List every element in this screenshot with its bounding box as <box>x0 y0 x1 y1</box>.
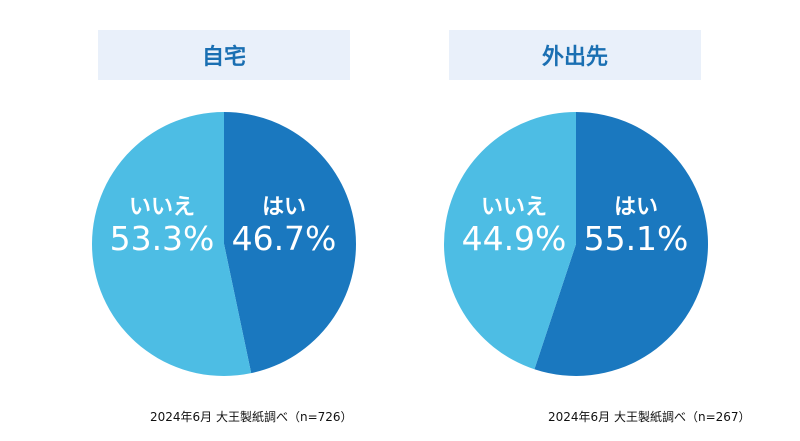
chart-title: 外出先 <box>449 30 701 80</box>
pie-chart-home: はい 46.7% いいえ 53.3% <box>91 112 356 377</box>
slice-label-no: いいえ <box>481 195 547 220</box>
pie-chart-outside: はい 55.1% いいえ 44.9% <box>443 112 708 376</box>
slice-label-yes: はい <box>614 195 658 220</box>
slice-label-no: いいえ <box>129 195 195 220</box>
slice-value-no: 53.3% <box>110 219 215 258</box>
chart-outside: 外出先 はい 55.1% いいえ 44.9% 2024年6月 大王製紙調べ（n=… <box>400 0 800 441</box>
chart-home: 自宅 はい 46.7% いいえ 53.3% 2024年6月 大王製紙調べ（n=7… <box>91 30 356 424</box>
chart-title: 自宅 <box>98 30 350 80</box>
slice-value-yes: 46.7% <box>232 219 337 258</box>
pie-slice-no <box>443 112 576 370</box>
slice-label-yes: はい <box>262 195 306 220</box>
pie-slice-no <box>91 112 252 377</box>
slice-value-no: 44.9% <box>462 219 567 258</box>
pie-slice-yes <box>224 112 356 374</box>
pie-slice-yes <box>534 112 708 376</box>
source-note: 2024年6月 大王製紙調べ（n=267） <box>548 410 751 424</box>
slice-value-yes: 55.1% <box>584 219 689 258</box>
source-note: 2024年6月 大王製紙調べ（n=726） <box>150 410 353 424</box>
